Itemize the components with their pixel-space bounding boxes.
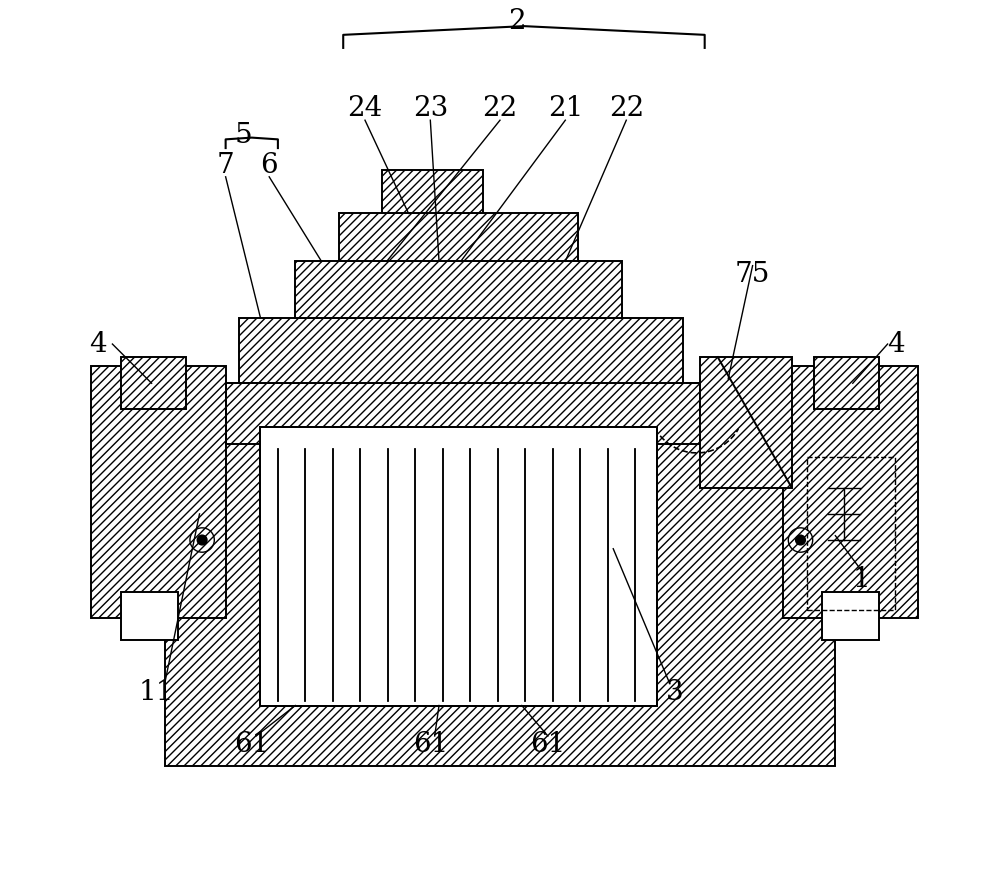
- Text: 21: 21: [548, 96, 583, 122]
- Text: 6: 6: [260, 152, 278, 179]
- Bar: [165, 383, 835, 766]
- Text: 5: 5: [234, 122, 252, 148]
- Text: 1: 1: [853, 566, 870, 592]
- Text: 4: 4: [887, 331, 905, 357]
- Text: 24: 24: [347, 96, 383, 122]
- Bar: [121, 592, 178, 640]
- Circle shape: [796, 535, 805, 545]
- Text: 61: 61: [530, 732, 566, 758]
- Bar: [339, 213, 578, 261]
- Text: 75: 75: [735, 261, 770, 287]
- Bar: [807, 457, 895, 610]
- Text: 2: 2: [509, 9, 526, 35]
- Bar: [263, 429, 654, 703]
- Text: 7: 7: [217, 152, 235, 179]
- Bar: [239, 318, 683, 383]
- Text: 4: 4: [89, 331, 106, 357]
- Bar: [822, 592, 879, 640]
- Bar: [295, 261, 622, 318]
- Bar: [814, 357, 879, 409]
- Circle shape: [197, 535, 207, 545]
- Text: 11: 11: [138, 679, 174, 706]
- Text: 22: 22: [609, 96, 644, 122]
- Text: 61: 61: [234, 732, 269, 758]
- Bar: [783, 366, 918, 618]
- Text: 22: 22: [482, 96, 518, 122]
- Bar: [91, 366, 226, 618]
- Text: 3: 3: [665, 679, 683, 706]
- Polygon shape: [700, 357, 792, 488]
- Text: 23: 23: [413, 96, 448, 122]
- Bar: [260, 427, 657, 706]
- Bar: [382, 170, 483, 213]
- Text: 61: 61: [413, 732, 448, 758]
- Bar: [121, 357, 186, 409]
- Bar: [260, 427, 657, 706]
